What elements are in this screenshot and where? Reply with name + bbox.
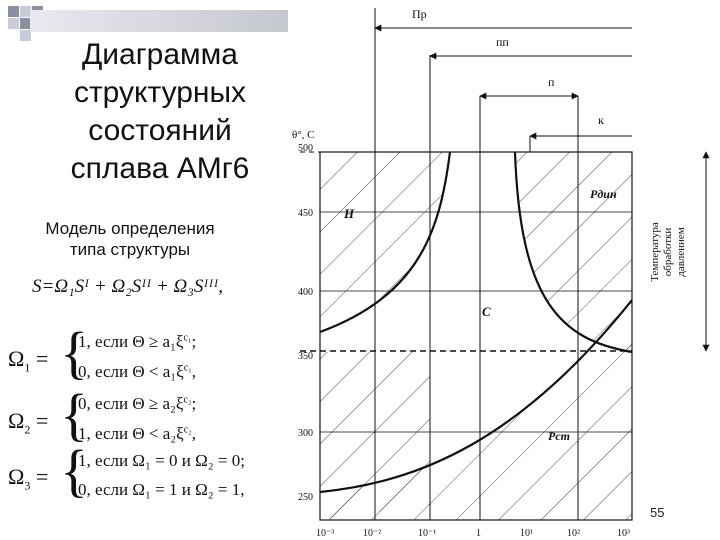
omega2-lhs: Ω2 = <box>8 408 49 437</box>
deco-square <box>8 18 19 29</box>
region-label-h: Н <box>343 206 355 221</box>
omega3-case-1: 1, если Ω₁ = 0 и Ω₂ = 0; <box>78 451 245 470</box>
omega-symbol: Ω <box>8 464 25 489</box>
curve-h-boundary <box>319 151 452 334</box>
omega-subscript: 2 <box>24 422 31 437</box>
curve-pst <box>320 299 632 494</box>
omega-symbol: Ω <box>8 346 25 371</box>
y-axis-title: θ°, С <box>292 129 315 141</box>
omega1-case-1: 1, если Θ ≥ a₁ξc₁; <box>78 332 197 351</box>
slide-number: 55 <box>650 505 665 520</box>
brace: { <box>60 438 88 503</box>
deco-square <box>20 18 31 29</box>
side-label-line: обработки <box>662 228 674 277</box>
grid-horizontal <box>320 211 632 433</box>
curve-pdin <box>513 151 633 354</box>
y-tick: 250 <box>298 492 313 503</box>
y-tick: 350 <box>298 351 313 362</box>
region-h-hatch <box>320 152 450 332</box>
region-pst-hatch <box>320 300 632 520</box>
side-label-line: давлением <box>675 227 687 277</box>
title-line: Диаграмма <box>81 38 238 71</box>
formula-main: S=Ω₁Sᴵ + Ω₂Sᴵᴵ + Ω₃Sᴵᴵᴵ, <box>32 276 224 297</box>
subtitle-line: типа структуры <box>69 240 191 259</box>
range-arrows <box>374 24 632 140</box>
region-label-c: С <box>482 304 491 319</box>
title-line: состояний <box>88 114 232 147</box>
omega-symbol: Ω <box>8 408 25 433</box>
x-tick: 10⁻² <box>363 528 381 539</box>
deco-square <box>8 6 19 17</box>
omega2-case-1: 0, если Θ ≥ a₂ξc₂; <box>78 394 197 413</box>
side-label-line: Температура <box>649 222 661 282</box>
side-label: Температура обработки давлением <box>649 222 687 282</box>
x-tick: 1 <box>476 528 481 539</box>
omega2-case-2: 1, если Θ < a₂ξc₂, <box>78 424 196 443</box>
top-label-p: п <box>548 75 555 89</box>
y-tick: 300 <box>298 428 313 439</box>
region-label-pdin: Pдин <box>590 187 617 201</box>
omega-subscript: 3 <box>24 478 31 493</box>
y-tick: 400 <box>298 287 313 298</box>
deco-square <box>20 30 31 41</box>
top-label-k: к <box>598 113 604 127</box>
slide-title: Диаграмма структурных состояний сплава А… <box>40 36 280 188</box>
boundary-verticals <box>374 8 579 520</box>
y-tick: 450 <box>298 208 313 219</box>
subtitle-line: Модель определения <box>45 219 215 238</box>
title-line: структурных <box>73 76 247 109</box>
brace: { <box>60 320 88 385</box>
omega3-lhs: Ω3 = <box>8 464 49 493</box>
diagram-labels: Пр пп п к θ°, С 500 450 400 350 300 250 … <box>292 7 630 539</box>
deco-square <box>20 6 31 17</box>
x-tick: 10¹ <box>520 528 533 539</box>
brace: { <box>60 382 88 447</box>
top-label-pp: пп <box>496 35 509 49</box>
slide-subtitle: Модель определения типа структуры <box>20 218 240 260</box>
omega1-case-2: 0, если Θ < a₁ξc₁, <box>78 362 196 381</box>
omega3-case-2: 0, если Ω₁ = 1 и Ω₂ = 1, <box>78 480 245 499</box>
x-tick: 10⁻¹ <box>418 528 436 539</box>
x-tick: 10⁻³ <box>316 528 334 539</box>
x-tick: 10³ <box>617 528 630 539</box>
omega-subscript: 1 <box>24 360 31 375</box>
region-pdin-hatch <box>515 152 632 352</box>
x-tick: 10² <box>567 528 580 539</box>
title-bar <box>30 10 288 32</box>
region-label-pst: Pст <box>548 429 570 443</box>
omega1-lhs: Ω1 = <box>8 346 49 375</box>
y-tick: 500 <box>298 143 313 154</box>
top-label-pr: Пр <box>412 7 427 21</box>
title-line: сплава АМг6 <box>70 152 250 185</box>
